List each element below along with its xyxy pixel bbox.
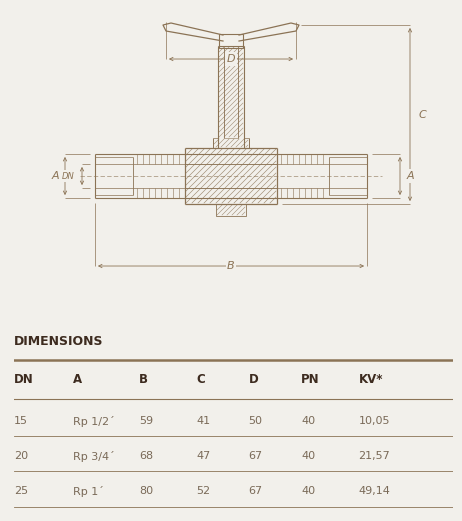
Text: 49,14: 49,14	[359, 486, 390, 496]
Text: 68: 68	[139, 451, 153, 461]
Text: 80: 80	[139, 486, 153, 496]
Text: 25: 25	[14, 486, 28, 496]
Bar	[224, 46, 238, 138]
Bar	[185, 164, 277, 188]
Bar	[219, 34, 243, 48]
Text: 67: 67	[249, 451, 263, 461]
Text: A: A	[73, 374, 82, 387]
Text: 47: 47	[196, 451, 210, 461]
Text: D: D	[249, 374, 258, 387]
Text: B: B	[139, 374, 148, 387]
Text: 20: 20	[14, 451, 28, 461]
Text: A: A	[406, 171, 414, 181]
Text: D: D	[227, 54, 235, 64]
Text: 50: 50	[249, 416, 263, 426]
Text: 10,05: 10,05	[359, 416, 390, 426]
Text: Rp 1/2´: Rp 1/2´	[73, 416, 115, 427]
Text: Rp 1´: Rp 1´	[73, 486, 104, 497]
Text: KV*: KV*	[359, 374, 383, 387]
Text: 52: 52	[196, 486, 210, 496]
Text: 59: 59	[139, 416, 153, 426]
Text: 67: 67	[249, 486, 263, 496]
Text: A: A	[51, 171, 59, 181]
Text: 15: 15	[14, 416, 28, 426]
Text: DN: DN	[14, 374, 34, 387]
Text: DIMENSIONS: DIMENSIONS	[14, 334, 103, 348]
Text: PN: PN	[301, 374, 320, 387]
Text: 40: 40	[301, 416, 316, 426]
Bar	[216, 204, 246, 216]
Text: 40: 40	[301, 451, 316, 461]
Text: C: C	[418, 109, 426, 119]
Text: 41: 41	[196, 416, 210, 426]
Text: Rp 3/4´: Rp 3/4´	[73, 451, 115, 462]
Text: B: B	[227, 261, 235, 271]
Text: C: C	[196, 374, 205, 387]
Text: 40: 40	[301, 486, 316, 496]
Text: DN: DN	[61, 171, 74, 180]
Text: 21,57: 21,57	[359, 451, 390, 461]
